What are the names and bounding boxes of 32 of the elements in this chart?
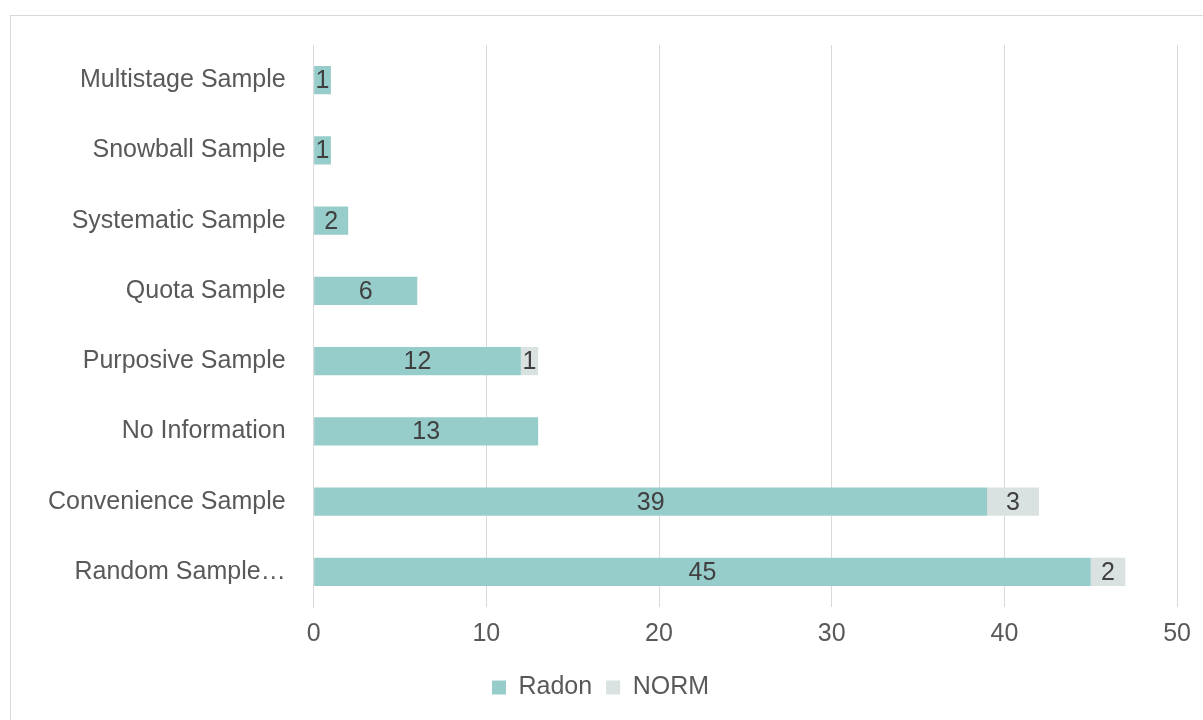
legend-label: Radon [518,671,593,700]
y-tick-label: No Information [121,415,286,444]
data-label: 12 [403,346,432,375]
data-label: 45 [688,556,717,585]
data-label: 1 [315,135,330,164]
y-tick-label: Purposive Sample [82,345,286,374]
y-tick-label: Random Sample… [74,555,286,584]
bar [314,276,418,305]
x-tick-label: 50 [1163,617,1191,646]
legend-label: NORM [632,671,710,700]
y-tick-label: Quota Sample [125,274,286,303]
x-tick-label: 10 [472,617,501,646]
data-label: 2 [324,205,339,234]
x-tick-label: 20 [645,617,673,646]
y-tick-label: Systematic Sample [71,204,286,233]
data-label: 2 [1101,556,1115,585]
data-label: 13 [412,416,441,445]
bar [314,347,521,376]
data-label: 3 [1006,486,1020,515]
data-label: 1 [315,65,330,94]
bar [314,557,1091,586]
y-tick-label: Multistage Sample [79,64,286,93]
data-label: 39 [636,486,665,515]
bar [314,417,539,446]
x-tick-label: 30 [817,617,846,646]
bar [314,487,988,516]
data-label: 6 [358,275,373,304]
x-tick-label: 0 [306,617,321,646]
data-label: 1 [522,346,537,375]
y-tick-label: Convenience Sample [47,485,286,514]
x-tick-label: 40 [990,617,1019,646]
y-tick-label: Snowball Sample [92,134,286,163]
